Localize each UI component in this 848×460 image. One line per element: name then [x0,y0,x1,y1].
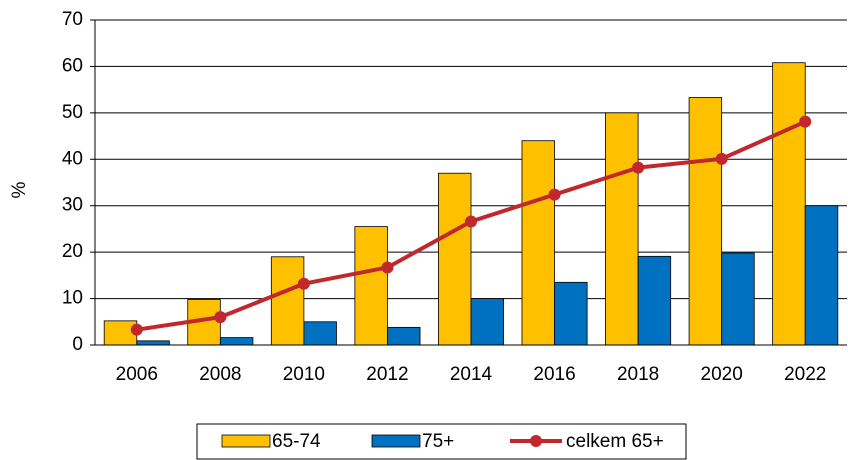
x-tick-label: 2016 [533,364,575,385]
x-tick-label: 2022 [784,364,826,385]
y-axis-label: % [9,181,30,198]
legend-swatch [221,434,271,448]
line-point [381,261,394,274]
bar [804,205,839,346]
x-tick-label: 2014 [450,364,493,385]
y-tick-label: 20 [62,241,83,262]
bar [470,298,504,346]
legend-label: celkem 65+ [566,431,664,452]
bar [721,252,755,346]
line-point [715,152,728,165]
line-point [465,215,477,228]
y-tick-label: 70 [62,9,83,30]
y-tick-label: 50 [62,102,83,123]
x-tick-label: 2010 [283,364,325,385]
bar [354,226,388,346]
bar [637,255,672,346]
line-point [297,277,310,290]
y-tick-label: 30 [62,195,83,216]
y-tick-label: 40 [62,148,83,169]
bar [688,97,723,346]
bar [136,340,170,346]
x-tick-label: 2012 [366,364,408,385]
y-tick-label: 0 [72,334,83,355]
bar [103,320,138,346]
legend-label: 75+ [422,431,454,452]
legend-box [196,423,687,460]
bar [772,62,806,346]
bar [270,256,305,346]
x-tick-label: 2020 [701,364,743,385]
bar [219,337,254,346]
legend-marker [530,435,542,447]
x-tick-label: 2006 [116,364,158,385]
bar [521,140,555,346]
bar [387,326,421,346]
y-tick-label: 10 [62,288,83,309]
line-point [632,161,645,174]
bar [554,281,588,346]
bar [438,172,472,346]
line-point [130,323,143,336]
legend-label: 65-74 [272,431,321,452]
x-tick-label: 2018 [617,364,659,385]
bar [605,112,639,346]
line-point [548,188,561,201]
legend-swatch [371,434,421,448]
y-tick-label: 60 [62,55,83,76]
bar [303,321,337,346]
line-point [799,115,812,128]
x-tick-label: 2008 [199,364,241,385]
line-point [214,311,227,324]
